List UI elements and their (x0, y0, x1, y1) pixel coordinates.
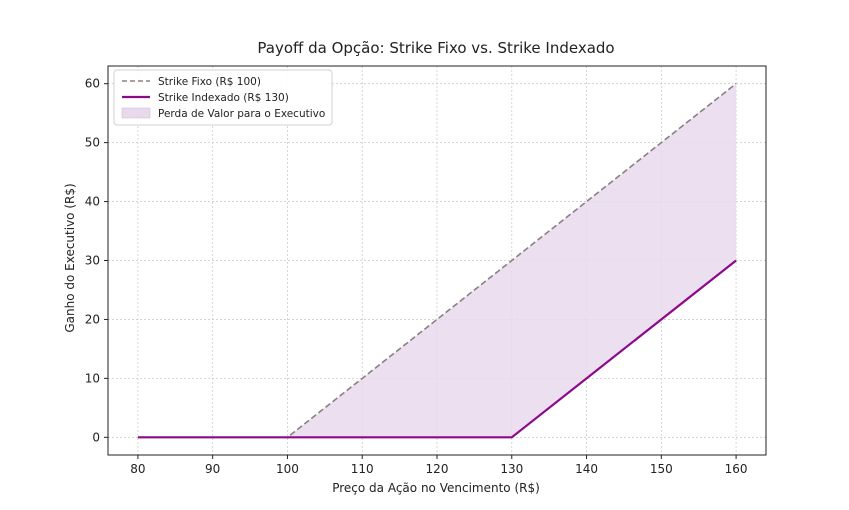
x-tick-label: 150 (650, 462, 673, 476)
legend: Strike Fixo (R$ 100) Strike Indexado (R$ … (113, 69, 333, 126)
x-tick-label: 110 (351, 462, 374, 476)
y-tick-label: 60 (85, 77, 100, 91)
x-tick-label: 160 (725, 462, 748, 476)
legend-entry-indexed-label: Strike Indexado (R$ 130) (158, 92, 289, 104)
y-tick-label: 40 (85, 195, 100, 209)
y-tick-label: 0 (92, 430, 100, 444)
x-tick-label: 100 (276, 462, 299, 476)
chart-title: Payoff da Opção: Strike Fixo vs. Strike … (257, 39, 614, 57)
y-axis-label: Ganho do Executivo (R$) (63, 183, 77, 332)
series-indexed-strike-line (137, 259, 737, 439)
x-axis-label: Preço da Ação no Vencimento (R$) (332, 481, 540, 495)
x-tick-label: 140 (575, 462, 598, 476)
plot-area: 80 90 100 110 120 130 140 150 160 0 10 20 30 40 50 60 (85, 65, 767, 476)
y-tick-label: 50 (85, 136, 100, 150)
y-tick-label: 10 (85, 371, 100, 385)
x-tick-label: 120 (426, 462, 449, 476)
legend-entry-loss-label: Perda de Valor para o Executivo (158, 108, 325, 120)
x-tick-label: 90 (205, 462, 220, 476)
legend-box (113, 69, 333, 126)
legend-entry-loss-swatch (121, 107, 151, 119)
x-tick-label: 80 (130, 462, 145, 476)
legend-entry-fixed-label: Strike Fixo (R$ 100) (158, 76, 261, 88)
y-tick-label: 20 (85, 312, 100, 326)
y-tick-label: 30 (85, 254, 100, 268)
value-loss-area (137, 83, 737, 438)
x-tick-label: 130 (500, 462, 523, 476)
